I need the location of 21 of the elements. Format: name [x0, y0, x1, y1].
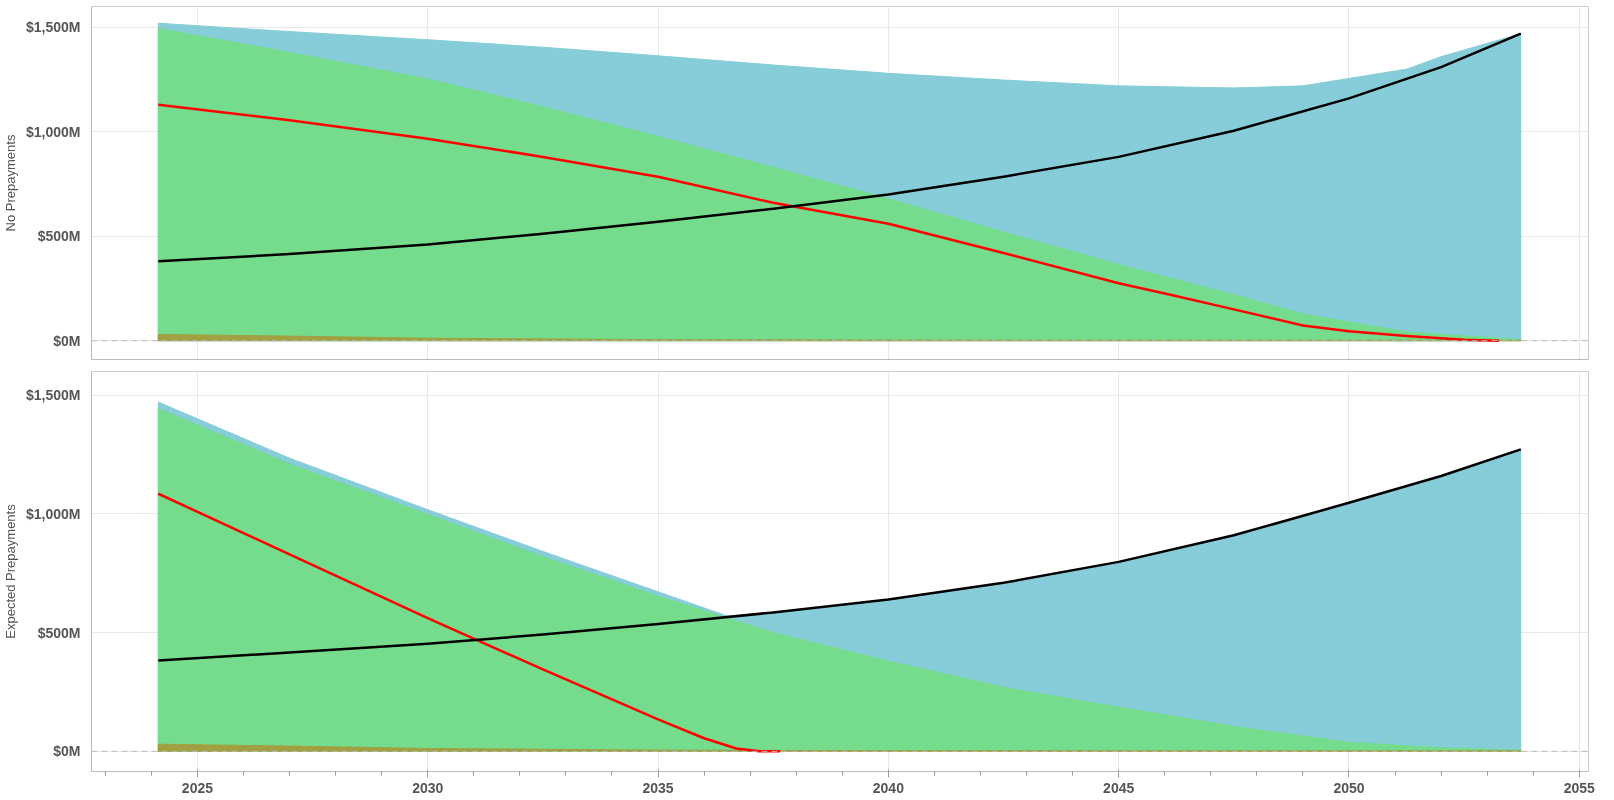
y-tick-label: $500M — [37, 228, 81, 245]
line-series — [157, 448, 1523, 662]
line-series — [157, 32, 1523, 263]
y-tick-label: $1,500M — [26, 387, 81, 404]
x-tick-label: 2025 — [181, 779, 214, 796]
y-tick-label: $1,000M — [26, 505, 81, 522]
x-tick-label: 2045 — [1103, 779, 1135, 796]
y-tick-label: $0M — [53, 332, 81, 349]
y-tick-label: $500M — [37, 624, 81, 641]
y-tick-label: $0M — [53, 743, 81, 760]
y-axis-title: Expected Prepayments — [3, 503, 19, 639]
x-tick-label: 2050 — [1333, 779, 1365, 796]
x-tick-label: 2055 — [1563, 779, 1596, 796]
line-series — [157, 103, 1500, 342]
line-series — [157, 492, 782, 753]
y-axis-title: No Prepayments — [3, 134, 19, 232]
x-tick-label: 2035 — [642, 779, 674, 796]
y-tick-label: $1,500M — [26, 19, 81, 36]
x-tick-label: 2040 — [872, 779, 905, 796]
y-tick-label: $1,000M — [26, 123, 81, 140]
x-tick-label: 2030 — [412, 779, 444, 796]
